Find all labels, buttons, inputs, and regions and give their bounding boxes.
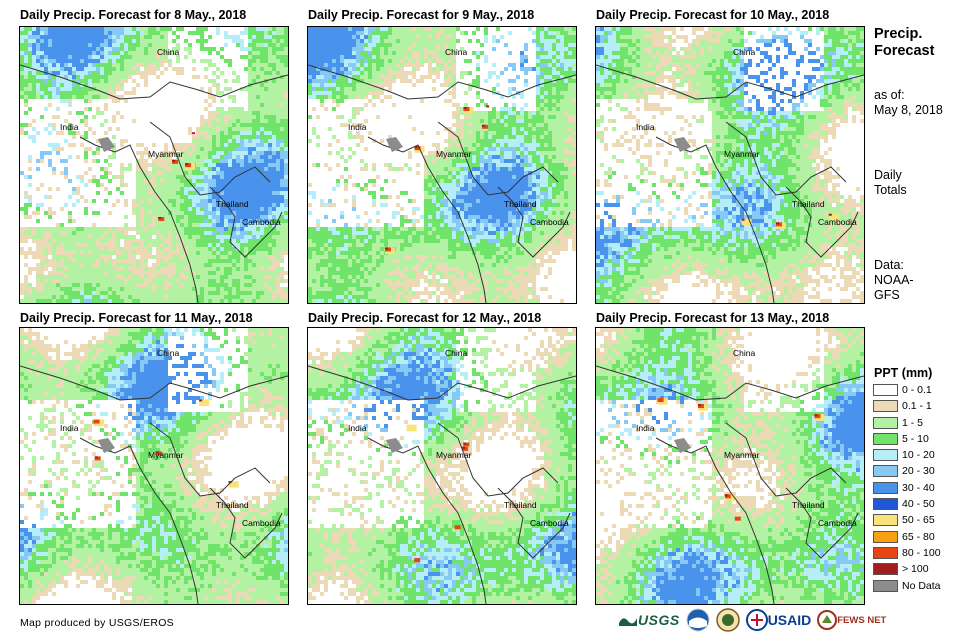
legend-label: 10 - 20 bbox=[902, 449, 935, 462]
precip-map-panel: China India Myanmar Thailand Cambodia bbox=[595, 327, 865, 605]
legend-swatch bbox=[873, 432, 898, 445]
legend-label: > 100 bbox=[902, 563, 929, 576]
panel-title: Daily Precip. Forecast for 11 May., 2018 bbox=[20, 311, 253, 325]
precip-map-panel: China India Myanmar Thailand Cambodia bbox=[307, 26, 577, 304]
legend-label: 40 - 50 bbox=[902, 498, 935, 511]
legend-label: 50 - 65 bbox=[902, 514, 935, 527]
legend-label: No Data bbox=[902, 579, 941, 592]
legend-label: 1 - 5 bbox=[902, 416, 924, 429]
legend-label: 80 - 100 bbox=[902, 546, 941, 559]
country-label: India bbox=[348, 122, 367, 132]
usaid-logo: USAID bbox=[745, 609, 811, 631]
precip-map-panel: China India Myanmar Thailand Cambodia bbox=[307, 327, 577, 605]
country-label: Thailand bbox=[792, 500, 825, 510]
legend-label: 20 - 30 bbox=[902, 465, 935, 478]
country-label: China bbox=[733, 348, 755, 358]
country-label: China bbox=[445, 47, 467, 57]
precip-map-panel: China India Myanmar Thailand Cambodia bbox=[19, 327, 289, 605]
country-label: China bbox=[445, 348, 467, 358]
fews-net-logo: FEWS NET bbox=[817, 610, 886, 630]
legend-title: PPT (mm) bbox=[874, 366, 933, 380]
credit-text: Map produced by USGS/EROS bbox=[20, 617, 174, 629]
as-of-date: as of: May 8, 2018 bbox=[874, 88, 943, 117]
country-label: Myanmar bbox=[724, 149, 760, 159]
country-label: Myanmar bbox=[436, 149, 472, 159]
country-label: Cambodia bbox=[818, 217, 857, 227]
legend-swatch bbox=[873, 546, 898, 559]
legend-label: 0.1 - 1 bbox=[902, 400, 932, 413]
legend-swatch bbox=[873, 384, 898, 396]
legend-label: 5 - 10 bbox=[902, 432, 929, 445]
legend-swatch bbox=[873, 514, 898, 527]
country-label: Thailand bbox=[504, 199, 537, 209]
daily-totals-label: Daily Totals bbox=[874, 168, 907, 197]
country-label: India bbox=[60, 122, 79, 132]
panel-title: Daily Precip. Forecast for 9 May., 2018 bbox=[308, 8, 535, 22]
panel-title: Daily Precip. Forecast for 10 May., 2018 bbox=[596, 8, 830, 22]
country-label: Cambodia bbox=[242, 518, 281, 528]
sidebar-title: Precip. Forecast bbox=[874, 26, 935, 59]
country-label: China bbox=[733, 47, 755, 57]
legend-label: 30 - 40 bbox=[902, 481, 935, 494]
country-label: Thailand bbox=[504, 500, 537, 510]
country-label: China bbox=[157, 348, 179, 358]
country-label: China bbox=[157, 47, 179, 57]
country-label: Cambodia bbox=[818, 518, 857, 528]
country-label: Myanmar bbox=[148, 149, 184, 159]
legend-swatch bbox=[873, 400, 898, 413]
legend-label: 0 - 0.1 bbox=[902, 384, 932, 396]
country-label: India bbox=[60, 423, 79, 433]
legend-swatch bbox=[873, 563, 898, 576]
legend-label: 65 - 80 bbox=[902, 530, 935, 543]
country-label: Myanmar bbox=[436, 450, 472, 460]
panel-title: Daily Precip. Forecast for 8 May., 2018 bbox=[20, 8, 247, 22]
panel-title: Daily Precip. Forecast for 12 May., 2018 bbox=[308, 311, 542, 325]
legend-swatch bbox=[873, 449, 898, 462]
panel-title: Daily Precip. Forecast for 13 May., 2018 bbox=[596, 311, 830, 325]
legend-swatch bbox=[873, 579, 898, 592]
country-label: Cambodia bbox=[530, 217, 569, 227]
country-label: Cambodia bbox=[530, 518, 569, 528]
legend-swatch bbox=[873, 530, 898, 543]
country-label: India bbox=[636, 423, 655, 433]
country-label: Myanmar bbox=[148, 450, 184, 460]
country-label: Myanmar bbox=[724, 450, 760, 460]
precip-map-panel: China India Myanmar Thailand Cambodia bbox=[19, 26, 289, 304]
country-label: Thailand bbox=[792, 199, 825, 209]
legend-swatch bbox=[873, 481, 898, 494]
legend-swatch bbox=[873, 465, 898, 478]
country-label: Cambodia bbox=[242, 217, 281, 227]
country-label: India bbox=[636, 122, 655, 132]
logos-bar: USGS USAID FEWS NET bbox=[618, 606, 892, 634]
noaa-logo bbox=[686, 608, 710, 632]
precip-map-panel: China India Myanmar Thailand Cambodia bbox=[595, 26, 865, 304]
doi-seal-logo bbox=[715, 608, 740, 632]
country-label: Thailand bbox=[216, 500, 249, 510]
country-label: India bbox=[348, 423, 367, 433]
data-source: Data: NOAA- GFS bbox=[874, 258, 914, 302]
legend-swatch bbox=[873, 498, 898, 511]
country-label: Thailand bbox=[216, 199, 249, 209]
legend-swatch bbox=[873, 416, 898, 429]
usgs-logo: USGS bbox=[618, 612, 680, 628]
